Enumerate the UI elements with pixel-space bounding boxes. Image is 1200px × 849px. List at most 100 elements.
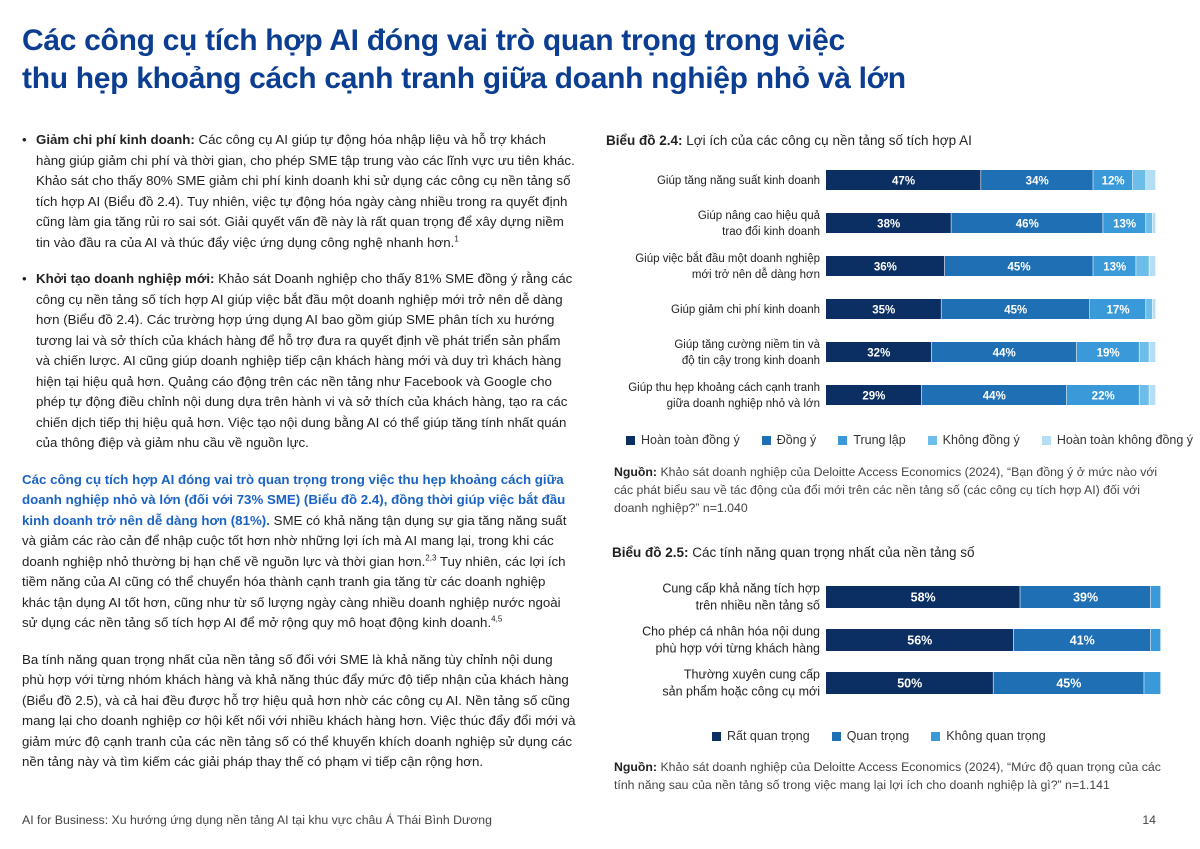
chart-2-4-data-label: 38% xyxy=(877,219,900,231)
chart-2-5-category-label: trên nhiều nền tảng số xyxy=(696,599,820,613)
chart-2-4-data-label: 34% xyxy=(1026,176,1049,188)
chart-2-4-data-label: 47% xyxy=(892,176,915,188)
chart-2-5-data-label: 56% xyxy=(907,634,932,648)
paragraph-3-text-2: Tuy nhiên, các lợi ích tiềm năng của AI … xyxy=(22,553,566,631)
chart-2-4-legend: Hoàn toàn đồng ý Đồng ý Trung lập Không đồn… xyxy=(626,433,1193,447)
chart-2-4-data-label: 19% xyxy=(1097,348,1120,360)
chart-2-4-data-label: 13% xyxy=(1113,219,1136,231)
chart-2-4-bar-0-1 xyxy=(826,213,951,233)
chart-2-5-bar-0-2 xyxy=(826,672,993,694)
chart-2-4-data-label: 44% xyxy=(993,348,1016,360)
chart-2-4-source-text: Khảo sát doanh nghiệp của Deloitte Acces… xyxy=(614,465,1158,515)
chart-2-4-category-label: trao đổi kinh doanh xyxy=(722,226,820,238)
chart-2-4-bar-1-4 xyxy=(931,342,1077,362)
chart-2-5-legend-swatch xyxy=(931,731,941,741)
chart-2-5-bar-0-1 xyxy=(826,629,1013,651)
chart-2-4-bar-2-1 xyxy=(1103,213,1146,233)
chart-2-4-data-label: 12% xyxy=(1102,176,1125,188)
chart-2-4-legend-label: Không đồng ý xyxy=(942,433,1020,447)
chart-2-4-bar-1-5 xyxy=(921,385,1067,405)
paragraph-gap-closing: Các công cụ tích hợp AI đóng vai trò qua… xyxy=(22,470,577,634)
chart-2-4-category-label: Giúp nâng cao hiệu quả xyxy=(698,210,821,222)
chart-2-5-data-label: 45% xyxy=(1056,677,1081,691)
chart-2-5-legend-item: Rất quan trọng xyxy=(712,729,810,743)
chart-2-4-data-label: 35% xyxy=(872,305,895,317)
paragraph-platform-features: Ba tính năng quan trọng nhất của nền tản… xyxy=(22,651,576,770)
chart-2-4-legend-swatch xyxy=(626,435,635,445)
chart-2-4-bar-0-0 xyxy=(826,170,981,190)
chart-2-4-bar-0-4 xyxy=(826,342,931,362)
chart-2-4-number: Biểu đồ 2.4: xyxy=(606,133,683,148)
footer-text: AI for Business: Xu hướng ứng dụng nền t… xyxy=(22,813,492,827)
chart-2-5-category-label: phù hợp với từng khách hàng xyxy=(656,642,821,656)
chart-2-5-legend-label: Rất quan trọng xyxy=(727,729,810,743)
chart-2-4-legend-swatch xyxy=(1041,435,1051,445)
chart-2-4-legend-label: Hoàn toàn đồng ý xyxy=(641,433,740,447)
title-line-2: thu hẹp khoảng cách cạnh tranh giữa doan… xyxy=(22,62,906,95)
chart-2-4-bar-3-2 xyxy=(1136,256,1149,276)
chart-2-5-category-label: sản phẩm hoặc công cụ mới xyxy=(662,685,820,699)
chart-2-4-legend-item: Hoàn toàn không đồng ý xyxy=(1041,433,1193,447)
chart-2-4-category-label: Giúp tăng năng suất kinh doanh xyxy=(657,175,820,187)
chart-2-5: Cung cấp khả năng tích hợp trên nhiều nền… xyxy=(642,582,1161,699)
chart-2-5-bar-2-2 xyxy=(1144,672,1161,694)
chart-2-5-data-label: 50% xyxy=(897,677,922,691)
chart-2-4-legend-label: Đồng ý xyxy=(776,433,817,447)
title-line-1: Các công cụ tích hợp AI đóng vai trò qua… xyxy=(22,24,845,57)
chart-2-5-legend-label: Quan trọng xyxy=(846,729,910,743)
chart-2-4-bar-2-5 xyxy=(1066,385,1139,405)
chart-2-4-bar-4-2 xyxy=(1149,256,1156,276)
bullet-2-heading: Khởi tạo doanh nghiệp mới: xyxy=(36,271,215,286)
page-number: 14 xyxy=(1142,813,1156,827)
chart-2-4-data-label: 36% xyxy=(874,262,897,274)
chart-2-4-legend-item: Trung lập xyxy=(838,433,906,447)
bullet-cost-reduction: Giảm chi phí kinh doanh: Các công cụ AI … xyxy=(22,130,577,253)
chart-2-5-legend: Rất quan trọng Quan trọng Không quan trọng xyxy=(712,729,1046,743)
chart-2-4-bar-4-4 xyxy=(1149,342,1156,362)
chart-2-4-legend-item: Không đồng ý xyxy=(927,433,1020,447)
bullet-1-text: Các công cụ AI giúp tự động hóa nhập liệ… xyxy=(36,132,575,250)
chart-2-4-bar-2-4 xyxy=(1076,342,1139,362)
chart-2-4-bar-0-3 xyxy=(826,299,941,319)
chart-2-4-bar-2-0 xyxy=(1093,170,1133,190)
chart-2-4-category-label: giữa doanh nghiệp nhỏ và lớn xyxy=(667,398,820,410)
chart-2-4-heading: Biểu đồ 2.4: Lợi ích của các công cụ nền… xyxy=(606,133,972,148)
chart-2-4-data-label: 22% xyxy=(1092,391,1115,403)
chart-2-5-category-label: Cho phép cá nhân hóa nội dung xyxy=(642,625,820,639)
chart-2-4-bar-4-5 xyxy=(1149,385,1156,405)
chart-2-5-heading: Biểu đồ 2.5: Các tính năng quan trọng nh… xyxy=(612,545,974,560)
chart-2-4-legend-swatch xyxy=(838,435,848,445)
chart-2-4-data-label: 46% xyxy=(1016,219,1039,231)
footnote-ref-2-3: 2,3 xyxy=(425,553,437,563)
chart-2-5-legend-swatch xyxy=(712,731,721,741)
chart-2-4-bar-4-3 xyxy=(1152,299,1156,319)
chart-2-5-data-label: 58% xyxy=(911,591,936,605)
chart-2-5-legend-swatch xyxy=(831,731,841,741)
chart-2-5-bar-1-0 xyxy=(1020,586,1151,608)
footnote-ref-4-5: 4,5 xyxy=(491,614,503,624)
chart-2-4-bar-1-3 xyxy=(941,299,1090,319)
bullet-new-business: Khởi tạo doanh nghiệp mới: Khảo sát Doan… xyxy=(22,269,577,454)
chart-2-4-legend-swatch xyxy=(761,435,771,445)
chart-2-4-legend-item: Đồng ý xyxy=(761,433,817,447)
chart-2-4-bar-1-1 xyxy=(951,213,1103,233)
chart-2-4-bar-0-2 xyxy=(826,256,945,276)
chart-2-4-data-label: 29% xyxy=(862,391,885,403)
chart-2-4-bar-1-2 xyxy=(944,256,1093,276)
chart-2-4-source: Nguồn: Khảo sát doanh nghiệp của Deloitt… xyxy=(614,463,1164,517)
chart-2-5-category-label: Cung cấp khả năng tích hợp xyxy=(662,582,820,596)
chart-2-4-category-label: Giúp giảm chi phí kinh doanh xyxy=(671,304,820,316)
chart-2-4-source-label: Nguồn: xyxy=(614,465,658,479)
paragraph-3-text-1: SME có khả năng tận dụng sự gia tăng năn… xyxy=(22,512,567,569)
chart-2-4-data-label: 44% xyxy=(983,391,1006,403)
chart-2-5-source: Nguồn: Khảo sát doanh nghiệp của Deloitt… xyxy=(614,758,1164,794)
chart-2-4-bar-3-5 xyxy=(1139,385,1149,405)
highlight-text: Các công cụ tích hợp AI đóng vai trò qua… xyxy=(22,471,566,528)
chart-2-4-bar-3-0 xyxy=(1132,170,1146,190)
chart-2-5-bar-2-0 xyxy=(1150,586,1161,608)
chart-2-4-category-label: Giúp thu hẹp khoảng cách cạnh tranh xyxy=(628,382,820,394)
chart-2-4-data-label: 45% xyxy=(1004,305,1027,317)
footnote-ref-1: 1 xyxy=(454,234,459,244)
chart-2-5-bar-2-1 xyxy=(1150,629,1161,651)
chart-2-5-legend-item: Quan trọng xyxy=(831,729,910,743)
